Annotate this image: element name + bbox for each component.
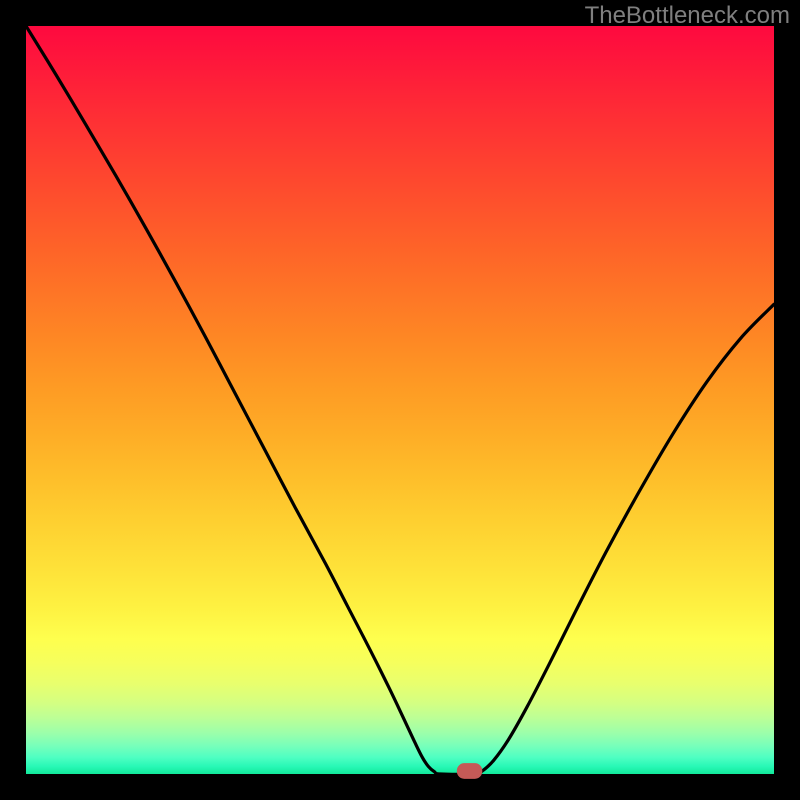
- chart-frame: TheBottleneck.com: [0, 0, 800, 800]
- plot-background: [26, 26, 774, 774]
- watermark-text: TheBottleneck.com: [585, 2, 790, 30]
- minimum-marker: [457, 763, 482, 779]
- chart-svg: [0, 0, 800, 800]
